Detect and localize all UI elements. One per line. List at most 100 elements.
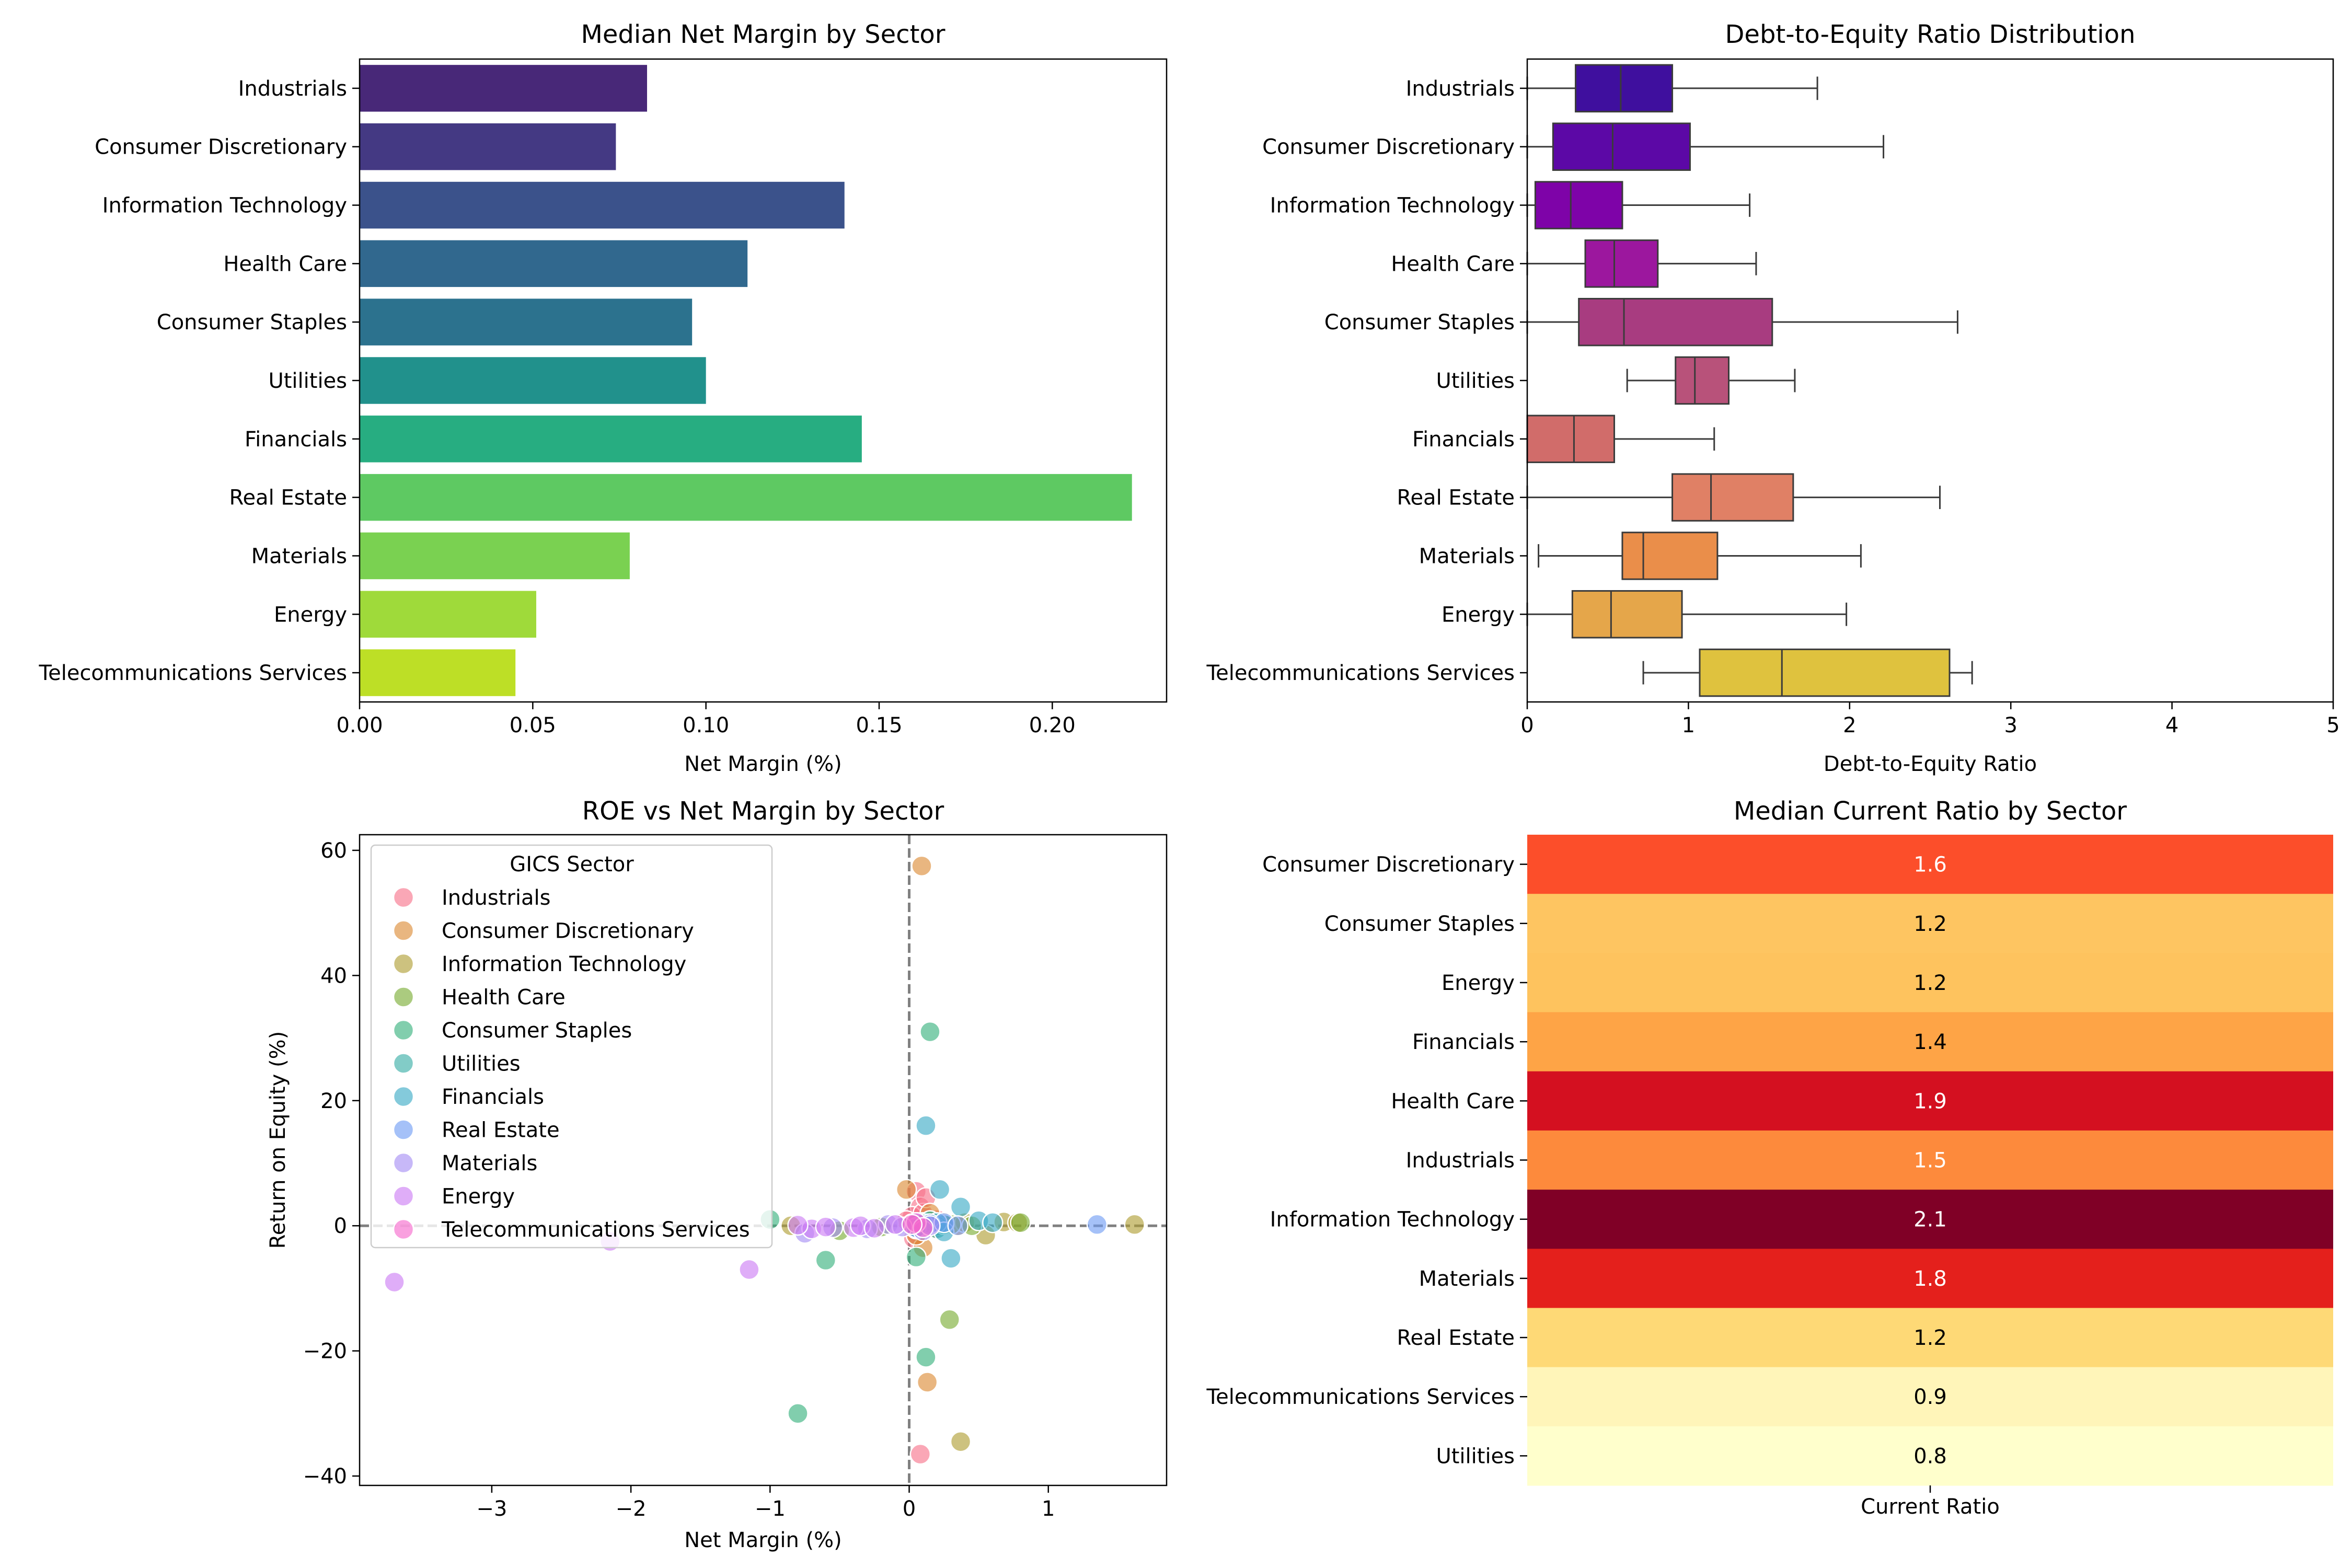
debt-to-equity-box-plot: Debt-to-Equity Ratio Distribution Debt-t…: [1206, 20, 2339, 776]
data-point: [1010, 1212, 1031, 1233]
y-tick-label: Information Technology: [1270, 194, 1515, 218]
data-point: [915, 1115, 937, 1136]
heatmap-cell: [1527, 1012, 2333, 1072]
legend-label: Utilities: [442, 1052, 521, 1076]
y-tick-label: −20: [303, 1340, 347, 1364]
x-tick-label: 2: [1843, 713, 1856, 737]
y-tick-label: Financials: [1412, 1030, 1515, 1054]
data-point: [919, 1021, 941, 1043]
y-tick-label: Utilities: [1436, 369, 1515, 393]
x-tick-label: 5: [2326, 713, 2339, 737]
x-tick-label: 0: [903, 1497, 916, 1521]
cell-value-label: 1.9: [1913, 1089, 1947, 1113]
bar: [360, 649, 516, 696]
y-tick-label: Consumer Staples: [157, 310, 347, 335]
y-tick-label: Financials: [245, 428, 347, 452]
legend-marker: [393, 1185, 414, 1207]
y-tick-label: Consumer Discretionary: [1262, 853, 1515, 877]
box-marks: Industrials Consumer Discretionary Informa…: [1206, 64, 2340, 737]
data-point: [1124, 1214, 1146, 1236]
legend-label: Telecommunications Services: [441, 1218, 750, 1242]
bar: [360, 357, 706, 404]
y-tick-label: Industrials: [1406, 1149, 1515, 1173]
legend-marker: [393, 1053, 414, 1074]
y-tick-label: Consumer Discretionary: [95, 135, 347, 159]
legend-marker: [393, 1019, 414, 1041]
y-tick-label: Materials: [1419, 544, 1515, 568]
box: [1584, 239, 1659, 288]
data-point: [939, 1309, 960, 1331]
data-point: [905, 1246, 927, 1268]
y-axis-label: Return on Equity (%): [266, 1031, 290, 1249]
legend-title: GICS Sector: [510, 852, 634, 877]
legend-marker: [393, 1218, 414, 1240]
y-tick-label: Energy: [274, 603, 347, 627]
chart-title: Debt-to-Equity Ratio Distribution: [1725, 20, 2135, 49]
plot-frame: [359, 58, 1168, 703]
net-margin-bar-chart: Median Net Margin by Sector Net Margin (…: [38, 20, 1168, 776]
y-tick-label: Financials: [1412, 428, 1515, 452]
heatmap-cell: [1527, 894, 2333, 953]
y-tick-label: Energy: [1442, 603, 1515, 627]
box: [1552, 122, 1691, 171]
heatmap-cell: [1527, 835, 2333, 894]
y-tick-label: Materials: [251, 544, 347, 568]
x-axis-label: Current Ratio: [1861, 1495, 2000, 1519]
x-tick-label: 3: [2004, 713, 2017, 737]
data-point: [916, 1371, 938, 1393]
legend: GICS Sector Industrials Consumer Discreti…: [370, 844, 773, 1249]
legend-marker: [393, 886, 414, 908]
legend-marker: [393, 986, 414, 1008]
y-tick-label: Telecommunications Services: [38, 661, 347, 685]
cell-value-label: 1.2: [1913, 912, 1947, 936]
y-tick-label: Consumer Staples: [1324, 310, 1515, 335]
plot-frame: [1526, 58, 2334, 703]
heatmap-cell: [1527, 1308, 2333, 1368]
cell-value-label: 1.5: [1913, 1149, 1947, 1173]
legend-label: Consumer Staples: [442, 1019, 632, 1043]
box: [1671, 473, 1794, 522]
data-point: [815, 1216, 837, 1238]
y-tick-label: Telecommunications Services: [1206, 1385, 1515, 1409]
x-tick-label: 0.05: [510, 713, 556, 737]
cell-value-label: 1.2: [1913, 971, 1947, 995]
data-point: [787, 1403, 809, 1424]
cell-value-label: 2.1: [1913, 1208, 1947, 1232]
y-tick-label: −40: [303, 1465, 347, 1489]
y-tick-label: Utilities: [1436, 1444, 1515, 1468]
x-tick-label: 0.00: [336, 713, 383, 737]
heatmap-cell: [1527, 1249, 2333, 1309]
scatter-marks: −3 −2 −1 0 1 −40 −20 0 20 40 60: [303, 835, 1167, 1521]
bar: [360, 416, 862, 463]
bar: [360, 181, 845, 229]
legend-label: Industrials: [442, 886, 550, 910]
data-point: [863, 1217, 885, 1239]
heatmap-cell: [1527, 1367, 2333, 1427]
y-tick-label: Consumer Discretionary: [1262, 135, 1515, 159]
box: [1621, 532, 1719, 580]
x-tick-label: −3: [476, 1497, 507, 1521]
y-tick-label: Health Care: [1391, 252, 1515, 276]
x-tick-label: 4: [2165, 713, 2178, 737]
bar: [360, 65, 648, 112]
x-tick-label: 0: [1520, 713, 1534, 737]
cell-value-label: 0.9: [1913, 1385, 1947, 1409]
y-tick-label: Real Estate: [229, 486, 347, 510]
chart-title: Median Net Margin by Sector: [581, 20, 945, 49]
y-tick-label: Energy: [1442, 971, 1515, 995]
data-point: [950, 1196, 972, 1218]
data-point: [947, 1215, 969, 1237]
y-tick-label: Real Estate: [1397, 1326, 1515, 1350]
y-tick-label: Information Technology: [102, 194, 347, 218]
heatmap-marks: 1.6 Consumer Discretionary 1.2 Consumer Sta…: [1206, 835, 2333, 1493]
data-point: [815, 1249, 837, 1271]
heatmap-cell: [1527, 1071, 2333, 1131]
bar: [360, 123, 616, 170]
bar: [360, 298, 693, 345]
data-point: [787, 1214, 809, 1236]
y-tick-label: Industrials: [1406, 77, 1515, 101]
heatmap-cell: [1527, 1190, 2333, 1249]
chart-title: Median Current Ratio by Sector: [1734, 797, 2127, 826]
plot-frame: [359, 834, 1168, 1486]
